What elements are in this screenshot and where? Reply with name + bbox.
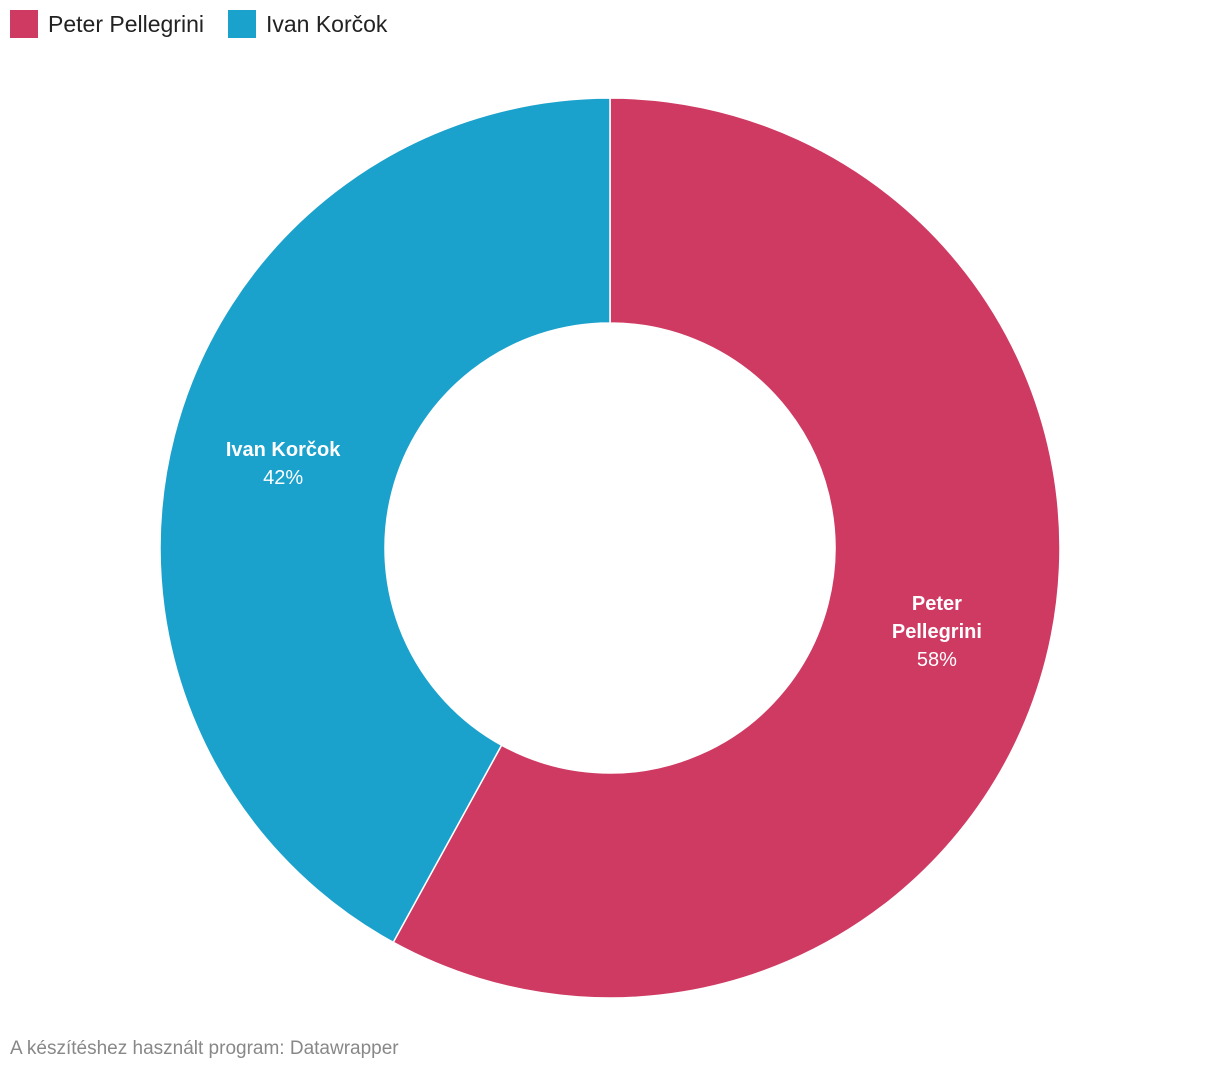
slice-name: Ivan Korčok	[225, 439, 341, 462]
donut-slice	[159, 97, 611, 944]
legend-label: Peter Pellegrini	[48, 10, 204, 37]
legend-swatch	[227, 10, 256, 38]
slice-name: Peter Pellegrini	[891, 592, 982, 643]
donut-slice	[392, 97, 1061, 999]
slice-value: 42%	[263, 467, 304, 490]
legend-item: Ivan Korčok	[227, 10, 388, 38]
legend-item: Peter Pellegrini	[10, 10, 204, 38]
slice-label: Peter Pellegrini 58%	[872, 590, 1002, 674]
source-credit: A készítéshez használt program: Datawrap…	[10, 1038, 399, 1059]
legend-label: Ivan Korčok	[265, 10, 388, 37]
slice-value: 58%	[916, 648, 957, 671]
slice-label: Ivan Korčok 42%	[218, 436, 348, 492]
legend: Peter Pellegrini Ivan Korčok	[10, 10, 387, 38]
legend-swatch	[10, 10, 38, 38]
